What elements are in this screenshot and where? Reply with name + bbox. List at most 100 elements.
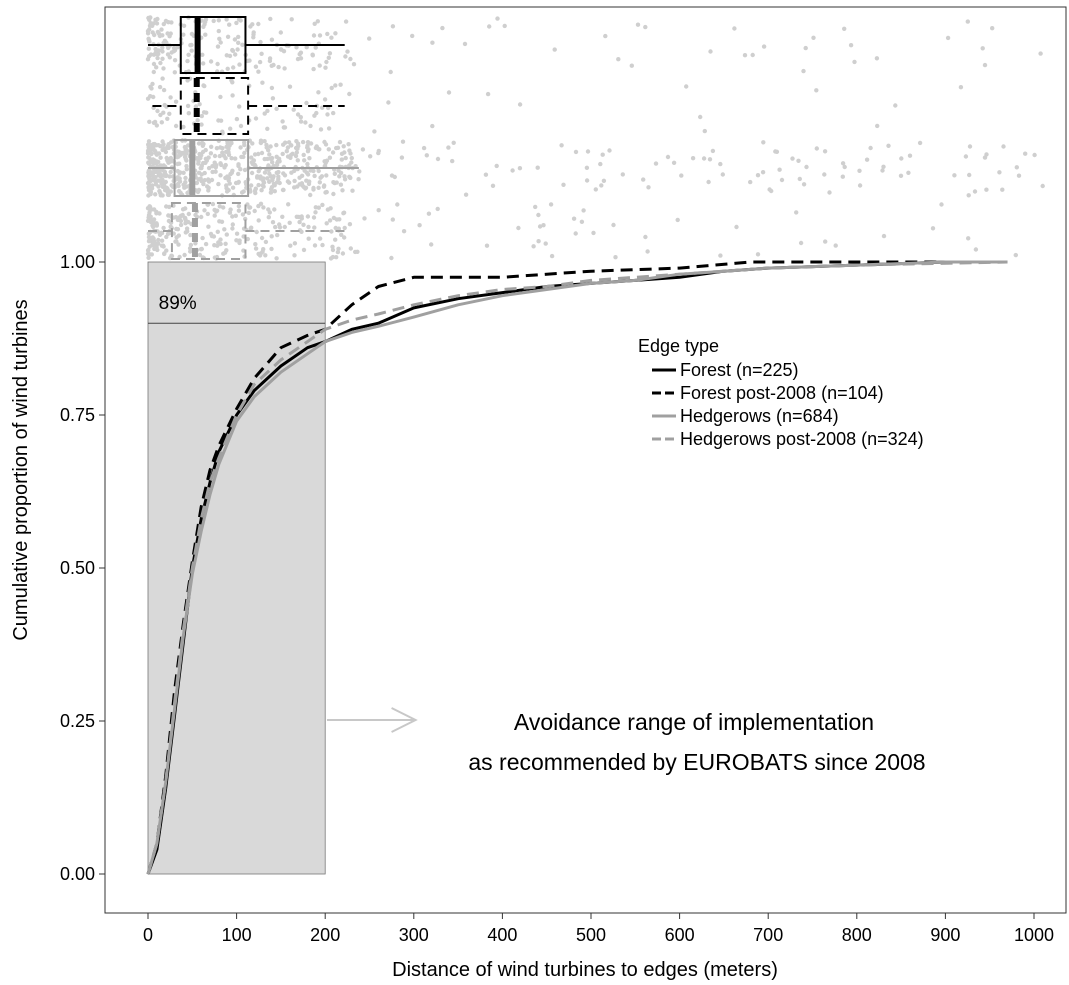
jitter-point xyxy=(184,167,189,172)
jitter-point xyxy=(304,170,309,175)
jitter-point xyxy=(281,142,286,147)
jitter-point xyxy=(646,185,651,190)
legend: Edge type Forest (n=225) Forest post-2008… xyxy=(638,336,924,449)
jitter-point xyxy=(552,47,557,52)
jitter-point xyxy=(264,142,269,148)
jitter-point xyxy=(229,156,234,161)
jitter-point xyxy=(301,184,306,189)
jitter-point xyxy=(234,116,240,122)
y-tick-label: 0.00 xyxy=(60,864,95,884)
jitter-point xyxy=(146,239,152,244)
jitter-point xyxy=(175,227,181,232)
jitter-point xyxy=(169,253,174,258)
jitter-point xyxy=(485,91,491,97)
jitter-point xyxy=(797,176,802,182)
jitter-point xyxy=(272,207,277,212)
jitter-point xyxy=(236,34,241,40)
jitter-point xyxy=(336,246,341,251)
jitter-point xyxy=(814,146,819,151)
jitter-point xyxy=(160,243,166,248)
jitter-point xyxy=(145,31,151,36)
jitter-point xyxy=(335,249,341,255)
jitter-point xyxy=(857,183,863,188)
jitter-point xyxy=(185,190,190,196)
jitter-point xyxy=(338,170,344,176)
jitter-point xyxy=(257,59,263,65)
jitter-point xyxy=(148,191,153,197)
jitter-point xyxy=(269,246,274,252)
jitter-point xyxy=(226,150,231,155)
jitter-point xyxy=(188,249,193,254)
jitter-point xyxy=(249,225,254,230)
jitter-point xyxy=(1032,152,1037,158)
jitter-point xyxy=(185,78,190,83)
jitter-point xyxy=(154,65,159,70)
jitter-point xyxy=(495,16,500,21)
jitter-point xyxy=(164,248,169,253)
jitter-point xyxy=(701,156,707,161)
jitter-point xyxy=(145,248,151,253)
jitter-point xyxy=(221,205,226,210)
jitter-point xyxy=(591,230,596,236)
jitter-point xyxy=(302,158,307,163)
jitter-point xyxy=(310,52,315,57)
jitter-point xyxy=(945,35,951,41)
jitter-point xyxy=(236,203,242,209)
jitter-point xyxy=(188,43,193,48)
jitter-point xyxy=(270,175,275,180)
jitter-point xyxy=(643,24,648,30)
jitter-point xyxy=(256,251,261,257)
jitter-point xyxy=(160,139,165,144)
jitter-point xyxy=(320,242,325,248)
jitter-point xyxy=(276,169,281,175)
jitter-point xyxy=(159,238,165,243)
jitter-point xyxy=(308,141,314,146)
jitter-point xyxy=(203,241,209,247)
jitter-point xyxy=(490,183,496,188)
jitter-point xyxy=(611,222,616,228)
y-tick-label: 0.75 xyxy=(60,405,95,425)
jitter-point xyxy=(312,113,317,118)
jitter-point xyxy=(156,143,161,148)
jitter-point xyxy=(360,147,366,152)
jitter-point xyxy=(242,142,247,148)
jitter-point xyxy=(272,189,277,194)
jitter-point xyxy=(181,23,187,28)
jitter-point xyxy=(280,214,285,219)
jitter-point xyxy=(235,47,240,52)
jitter-point xyxy=(218,118,224,123)
jitter-point xyxy=(267,210,272,215)
jitter-point xyxy=(348,246,353,251)
jitter-point xyxy=(341,144,346,149)
jitter-point xyxy=(301,247,307,253)
jitter-point xyxy=(202,22,207,27)
jitter-point xyxy=(232,37,238,42)
jitter-point xyxy=(510,168,515,173)
jitter-point xyxy=(347,175,353,180)
jitter-point xyxy=(162,169,167,174)
jitter-point xyxy=(216,28,221,34)
jitter-point xyxy=(197,151,202,157)
jitter-point xyxy=(395,202,400,207)
jitter-point xyxy=(390,24,396,29)
jitter-point xyxy=(155,55,160,61)
jitter-point xyxy=(227,22,232,27)
jitter-point xyxy=(164,234,169,240)
jitter-point xyxy=(338,182,344,187)
jitter-point xyxy=(297,52,302,57)
jitter-point xyxy=(288,152,294,158)
jitter-point xyxy=(561,182,566,187)
jitter-point xyxy=(305,149,311,154)
jitter-point xyxy=(462,41,468,47)
jitter-point xyxy=(224,232,229,237)
jitter-point xyxy=(430,123,435,129)
jitter-point xyxy=(166,143,171,149)
jitter-point xyxy=(185,103,191,109)
jitter-point xyxy=(230,185,236,190)
jitter-point xyxy=(864,157,870,162)
jitter-point xyxy=(238,18,243,23)
legend-entry: Hedgerows (n=684) xyxy=(680,406,839,426)
jitter-point xyxy=(201,181,206,187)
jitter-point xyxy=(446,90,452,95)
jitter-point xyxy=(164,185,169,190)
